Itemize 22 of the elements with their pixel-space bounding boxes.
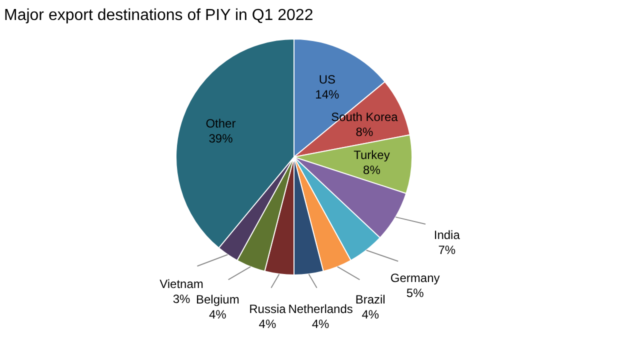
data-label: 5% xyxy=(406,286,424,300)
data-label: 8% xyxy=(356,124,374,139)
slice-label: Russia xyxy=(249,302,286,316)
slice-label: Belgium xyxy=(196,292,240,307)
slice-label: Netherlands xyxy=(288,302,353,316)
slice-label: India xyxy=(434,228,460,242)
data-label: 39% xyxy=(208,132,234,146)
data-label: 7% xyxy=(438,243,456,258)
data-label: 4% xyxy=(208,308,227,322)
slice-label: Vietnam xyxy=(160,276,204,291)
slice-label: Germany xyxy=(390,271,440,286)
slice-label: US xyxy=(318,72,336,87)
data-label: 4% xyxy=(258,317,276,332)
data-label: 4% xyxy=(362,308,380,322)
data-label: 14% xyxy=(315,88,340,102)
slice-label: Brazil xyxy=(355,292,386,307)
slice-label: Other xyxy=(206,116,236,131)
data-label: 8% xyxy=(363,162,381,177)
chart-title: Major export destinations of PIY in Q1 2022 xyxy=(4,7,314,24)
slice-label: Turkey xyxy=(354,148,390,162)
data-label: 4% xyxy=(312,317,330,332)
data-label: 3% xyxy=(172,292,190,306)
